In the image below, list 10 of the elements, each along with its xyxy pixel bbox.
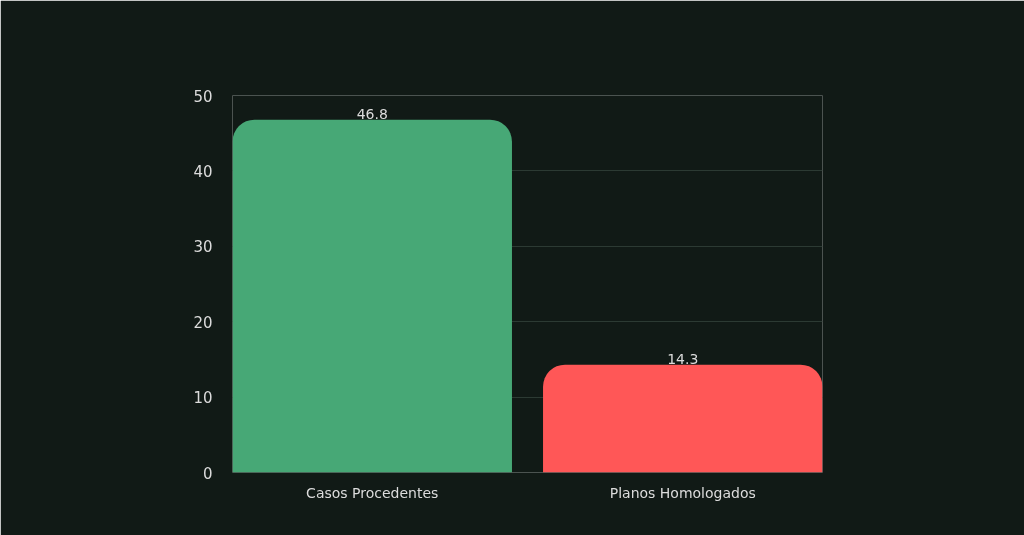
y-tick-label: 10 <box>193 389 213 408</box>
x-tick-label: Planos Homologados <box>609 484 756 501</box>
y-tick-label: 50 <box>193 87 213 106</box>
y-tick-label: 20 <box>193 313 213 332</box>
x-tick-label: Casos Procedentes <box>306 484 439 501</box>
y-tick-label: 30 <box>193 238 213 257</box>
y-tick-label: 40 <box>193 162 213 181</box>
y-tick-label: 0 <box>202 464 213 483</box>
data-label: 14.3 <box>667 350 699 367</box>
data-label: 46.8 <box>356 105 388 122</box>
